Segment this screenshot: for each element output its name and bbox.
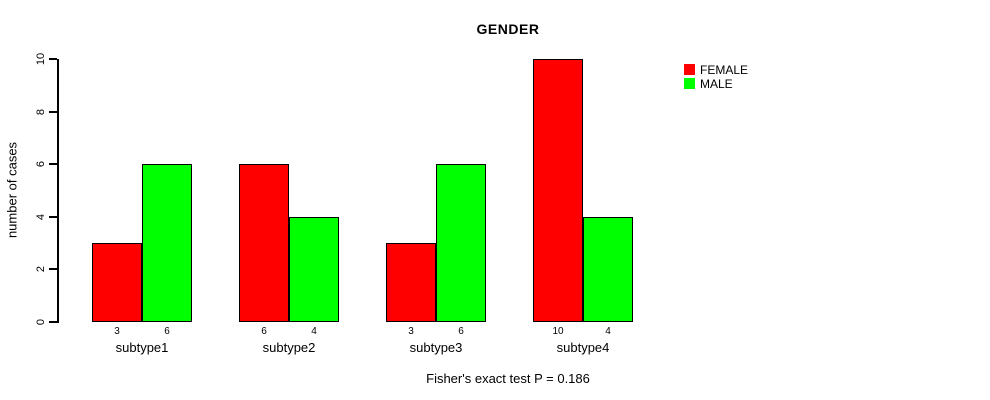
bar-value-label: 4 <box>311 326 317 337</box>
bar-value-label: 6 <box>458 326 464 337</box>
bar-female-subtype3 <box>386 243 436 322</box>
y-axis-line <box>57 59 59 323</box>
y-tick-mark <box>49 321 57 323</box>
legend-swatch-female <box>684 64 695 75</box>
legend-label: MALE <box>700 76 733 91</box>
x-category-label-subtype1: subtype1 <box>115 340 169 355</box>
y-tick-label: 10 <box>35 52 47 66</box>
bar-value-label: 3 <box>114 326 120 337</box>
y-tick-label: 2 <box>35 266 47 273</box>
bar-value-label: 6 <box>164 326 170 337</box>
y-tick-mark <box>49 58 57 60</box>
bar-value-label: 6 <box>261 326 267 337</box>
legend-row-male: MALE <box>684 76 748 91</box>
bar-female-subtype2 <box>239 164 289 322</box>
x-category-label-subtype4: subtype4 <box>556 340 610 355</box>
bar-female-subtype1 <box>92 243 142 322</box>
bar-value-label: 4 <box>605 326 611 337</box>
bar-male-subtype2 <box>289 216 339 322</box>
legend-row-female: FEMALE <box>684 62 749 77</box>
bar-male-subtype4 <box>583 216 633 322</box>
legend-swatch-male <box>684 78 695 89</box>
bar-value-label: 10 <box>552 326 564 337</box>
y-tick-mark <box>49 268 57 271</box>
legend: FEMALE MALE <box>684 63 748 91</box>
y-tick-label: 8 <box>35 108 47 115</box>
bar-male-subtype1 <box>142 164 192 322</box>
x-category-label-subtype3: subtype3 <box>409 340 463 355</box>
annotation-text: Fisher's exact test P = 0.186 <box>426 371 590 386</box>
y-axis-title: number of cases <box>4 141 20 239</box>
x-category-label-subtype2: subtype2 <box>262 340 316 355</box>
y-tick-mark <box>49 110 57 113</box>
bar-value-label: 3 <box>408 326 414 337</box>
y-tick-label: 0 <box>35 318 47 326</box>
bar-male-subtype3 <box>436 164 486 322</box>
chart-title: GENDER <box>476 21 540 37</box>
y-tick-mark <box>49 215 57 218</box>
y-tick-label: 4 <box>35 213 47 220</box>
y-tick-mark <box>49 163 57 166</box>
legend-label: FEMALE <box>700 62 749 77</box>
y-tick-label: 6 <box>35 161 47 168</box>
bar-female-subtype4 <box>533 59 583 322</box>
